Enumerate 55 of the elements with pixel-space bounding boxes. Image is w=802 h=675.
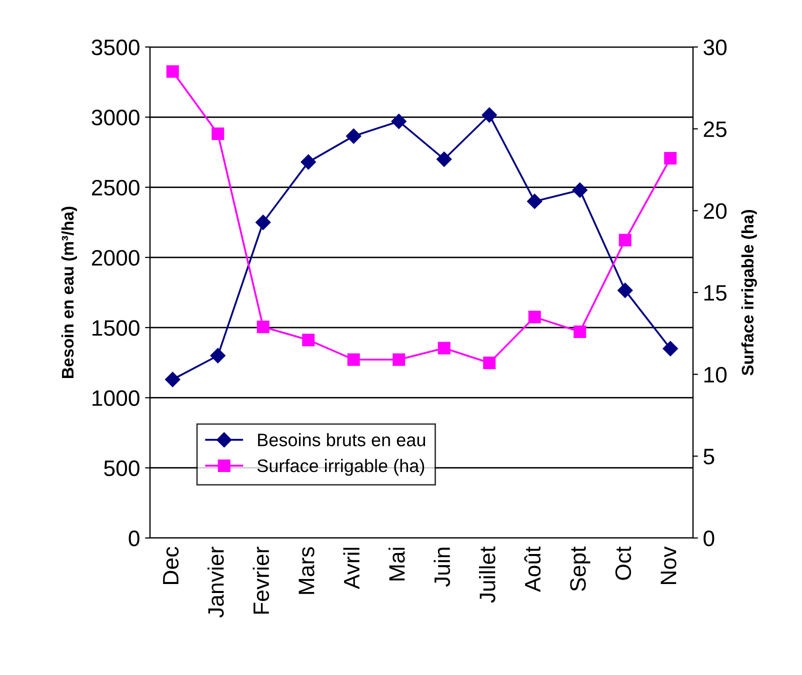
point <box>528 310 541 324</box>
point <box>482 107 497 123</box>
point <box>210 348 226 364</box>
point <box>256 214 271 230</box>
point <box>347 353 360 366</box>
point <box>618 282 633 298</box>
y2-tick-label: 0 <box>704 530 714 546</box>
point <box>436 152 452 167</box>
point <box>572 182 588 198</box>
y-tick-label: 2500 <box>92 180 140 196</box>
point <box>165 372 180 388</box>
x-tick-label: Nov <box>660 546 676 584</box>
y2-tick-label: 30 <box>704 40 727 56</box>
y-tick-label: 1500 <box>92 320 140 336</box>
point <box>618 234 632 246</box>
y2-tick-label: 5 <box>704 448 714 464</box>
x-tick-label: Mars <box>298 547 314 594</box>
x-tick-label: Fevrier <box>252 546 270 614</box>
y-axis-title: Besoin en eau (m³/ha) <box>61 206 77 378</box>
point <box>302 334 315 346</box>
y2-tick-label: 25 <box>704 121 727 138</box>
y-tick-label: 500 <box>104 460 140 476</box>
point <box>166 65 179 78</box>
x-tick-label: Juillet <box>479 546 496 603</box>
point <box>392 353 406 366</box>
point <box>664 152 677 165</box>
x-tick-label: Janvier <box>208 546 224 618</box>
y2-tick-label: 15 <box>704 285 727 301</box>
x-tick-label: Oct <box>615 546 632 580</box>
x-tick-label: Mai <box>388 548 405 580</box>
point <box>662 341 678 356</box>
point <box>212 127 224 140</box>
y-tick-label: 3500 <box>92 40 140 56</box>
point <box>574 326 586 338</box>
x-tick-label: Dec <box>163 546 179 584</box>
point <box>256 320 270 334</box>
point <box>391 114 406 129</box>
x-tick-label: Juin <box>434 548 450 587</box>
y2-tick-label: 10 <box>704 366 727 383</box>
y2-tick-label: 20 <box>704 203 727 219</box>
point <box>438 342 450 354</box>
point <box>300 154 316 170</box>
legend-label: Surface irrigable (ha) <box>257 458 424 476</box>
point <box>483 356 496 370</box>
x-tick-label: Avril <box>343 548 360 590</box>
x-tick-label: Sept <box>570 546 590 592</box>
y-tick-label: 2000 <box>92 250 140 266</box>
y2-axis-title: Surface irrigable (ha) <box>741 210 757 376</box>
point <box>527 194 542 209</box>
legend-label: Besoins bruts en eau <box>258 433 426 446</box>
y-tick-label: 1000 <box>92 390 140 406</box>
x-tick-label: Août <box>524 546 541 592</box>
y-tick-label: 0 <box>128 530 140 546</box>
point <box>346 128 362 144</box>
y-tick-label: 3000 <box>92 110 140 126</box>
